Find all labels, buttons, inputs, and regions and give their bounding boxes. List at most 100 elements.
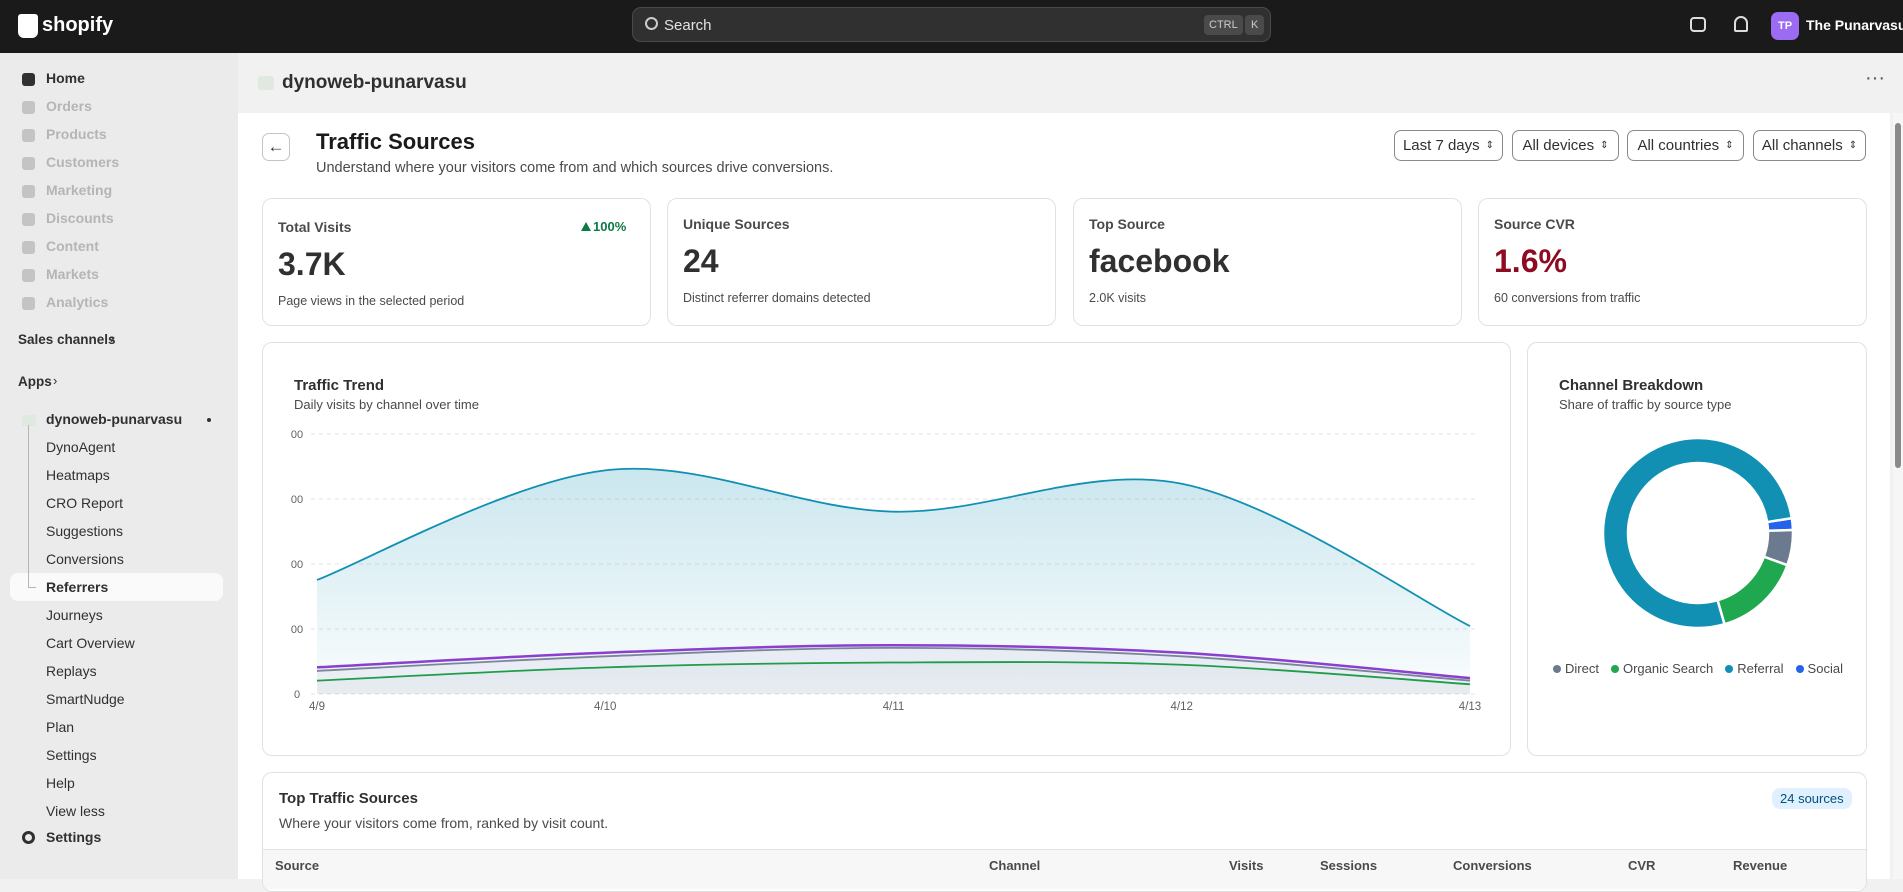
- store-icon: [258, 76, 274, 90]
- nav-item[interactable]: Settings: [46, 829, 102, 845]
- sub-nav-item[interactable]: Referrers: [46, 579, 109, 595]
- kpi-value: 1.6%: [1494, 243, 1567, 279]
- pin-dot: [207, 418, 211, 422]
- legend-item[interactable]: Direct: [1553, 661, 1599, 676]
- series-area: [317, 468, 1470, 694]
- sub-nav-item[interactable]: CRO Report: [46, 495, 124, 511]
- column-header[interactable]: Sessions: [1320, 858, 1378, 873]
- legend: Direct Organic Search Referral Social: [1548, 661, 1848, 676]
- sub-nav-item[interactable]: Replays: [46, 663, 97, 679]
- nav-item[interactable]: Home: [46, 70, 85, 86]
- table-title: Top Traffic Sources: [279, 790, 418, 807]
- series-line: [316, 467, 1471, 627]
- filter-button[interactable]: Last 7 days ⇕: [1394, 130, 1503, 161]
- badge-icon: [581, 222, 591, 231]
- nav-item[interactable]: Customers: [46, 154, 120, 170]
- column-header[interactable]: CVR: [1628, 858, 1656, 873]
- kpi-card: Source CVR 1.6% 60 conversions from traffi…: [1478, 198, 1867, 326]
- x-tick-label: 4/13: [1459, 701, 1481, 713]
- nav-icon: [22, 101, 35, 114]
- nav-icon: [22, 185, 35, 198]
- nav-item[interactable]: Content: [46, 238, 99, 254]
- legend-item[interactable]: Referral: [1725, 661, 1784, 676]
- nav-item[interactable]: Orders: [46, 98, 92, 114]
- sub-nav-item[interactable]: Cart Overview: [46, 635, 135, 651]
- legend-swatch: [1610, 664, 1619, 673]
- series-line: [316, 661, 1471, 686]
- avatar[interactable]: TP: [1771, 12, 1799, 40]
- sub-nav-item[interactable]: SmartNudge: [46, 691, 125, 707]
- back-button[interactable]: ←: [262, 133, 290, 161]
- column-header[interactable]: Channel: [989, 858, 1041, 873]
- sub-nav-item[interactable]: Settings: [46, 747, 97, 763]
- legend-item[interactable]: Social: [1795, 661, 1843, 676]
- table-card: Top Traffic Sources Where your visitors c…: [262, 772, 1867, 892]
- chart-title: Traffic Trend: [294, 377, 385, 394]
- filter-label: Last 7 days: [1402, 137, 1480, 154]
- inbox-icon[interactable]: [1690, 17, 1706, 32]
- sub-nav-item[interactable]: Help: [46, 775, 75, 791]
- filter-chevron: ⇕: [1848, 140, 1858, 151]
- scroll-thumb[interactable]: [1895, 123, 1901, 468]
- donut-slice: [1715, 555, 1789, 626]
- series-area: [317, 662, 1470, 694]
- series-area: [317, 647, 1470, 694]
- table-subtitle: Where your visitors come from, ranked by…: [279, 815, 609, 831]
- sub-nav-item[interactable]: Plan: [46, 719, 75, 735]
- x-tick-label: 4/12: [1171, 701, 1193, 713]
- filter-button[interactable]: All channels ⇕: [1753, 130, 1866, 161]
- sub-nav-item[interactable]: DynoAgent: [46, 439, 116, 455]
- filter-button[interactable]: All devices ⇕: [1512, 130, 1619, 161]
- user-name[interactable]: The Punarvasu: [1806, 17, 1903, 33]
- sub-nav-item[interactable]: Journeys: [46, 607, 103, 623]
- column-header[interactable]: Source: [275, 858, 320, 873]
- legend-item[interactable]: Organic Search: [1610, 661, 1713, 676]
- store-name: dynoweb-punarvasu: [282, 72, 467, 93]
- nav-item[interactable]: Products: [46, 126, 107, 142]
- chevron: ›: [53, 373, 58, 388]
- kpi-value: 24: [683, 243, 719, 279]
- nav-item[interactable]: Marketing: [46, 182, 113, 198]
- kpi-note: 2.0K visits: [1089, 291, 1146, 305]
- y-tick-label: 00: [291, 494, 303, 506]
- series-area: [317, 645, 1470, 694]
- kpi-label: Top Source: [1089, 216, 1165, 232]
- sub-nav-item[interactable]: Suggestions: [46, 523, 124, 539]
- nav-item[interactable]: Markets: [46, 266, 99, 282]
- sub-nav-item[interactable]: Heatmaps: [46, 467, 110, 483]
- legend-swatch: [1725, 664, 1734, 673]
- app-name[interactable]: dynoweb-punarvasu: [46, 411, 183, 427]
- filter-chevron: ⇕: [1725, 140, 1734, 151]
- nav-item[interactable]: Analytics: [46, 294, 109, 310]
- sub-nav-item[interactable]: View less: [46, 803, 105, 819]
- filter-button[interactable]: All countries ⇕: [1627, 130, 1744, 161]
- store-header: dynoweb-punarvasu ···: [238, 53, 1903, 113]
- bell-icon[interactable]: [1734, 16, 1748, 32]
- legend-swatch: [1553, 664, 1562, 673]
- search-box[interactable]: Search CTRL K: [632, 7, 1271, 42]
- sub-nav-item[interactable]: Conversions: [46, 551, 124, 567]
- kpi-value: 3.7K: [278, 246, 346, 282]
- kpi-note: Page views in the selected period: [278, 294, 465, 308]
- kpi-label: Source CVR: [1494, 216, 1575, 232]
- scrollbar[interactable]: [1893, 113, 1903, 879]
- column-header[interactable]: Conversions: [1453, 858, 1532, 873]
- chart-title: Channel Breakdown: [1559, 377, 1704, 394]
- logo-icon: [18, 14, 38, 38]
- logo[interactable]: shopify: [42, 14, 114, 36]
- series-line: [316, 643, 1471, 680]
- kpi-card: Unique Sources 24 Distinct referrer domain…: [667, 198, 1056, 326]
- app-icon: [22, 415, 36, 426]
- nav-item[interactable]: Discounts: [46, 210, 114, 226]
- nav-icon: [22, 241, 35, 254]
- donut-slice: [1601, 436, 1794, 630]
- column-header[interactable]: Revenue: [1733, 858, 1788, 873]
- filter-chevron: ⇕: [1600, 140, 1609, 151]
- section-link[interactable]: Apps: [18, 374, 52, 389]
- column-header[interactable]: Visits: [1229, 858, 1264, 873]
- legend-label: Direct: [1565, 661, 1599, 676]
- more-menu[interactable]: ···: [1865, 67, 1885, 89]
- shortcut-key: K: [1245, 15, 1265, 35]
- section-link[interactable]: Sales channels: [18, 332, 116, 347]
